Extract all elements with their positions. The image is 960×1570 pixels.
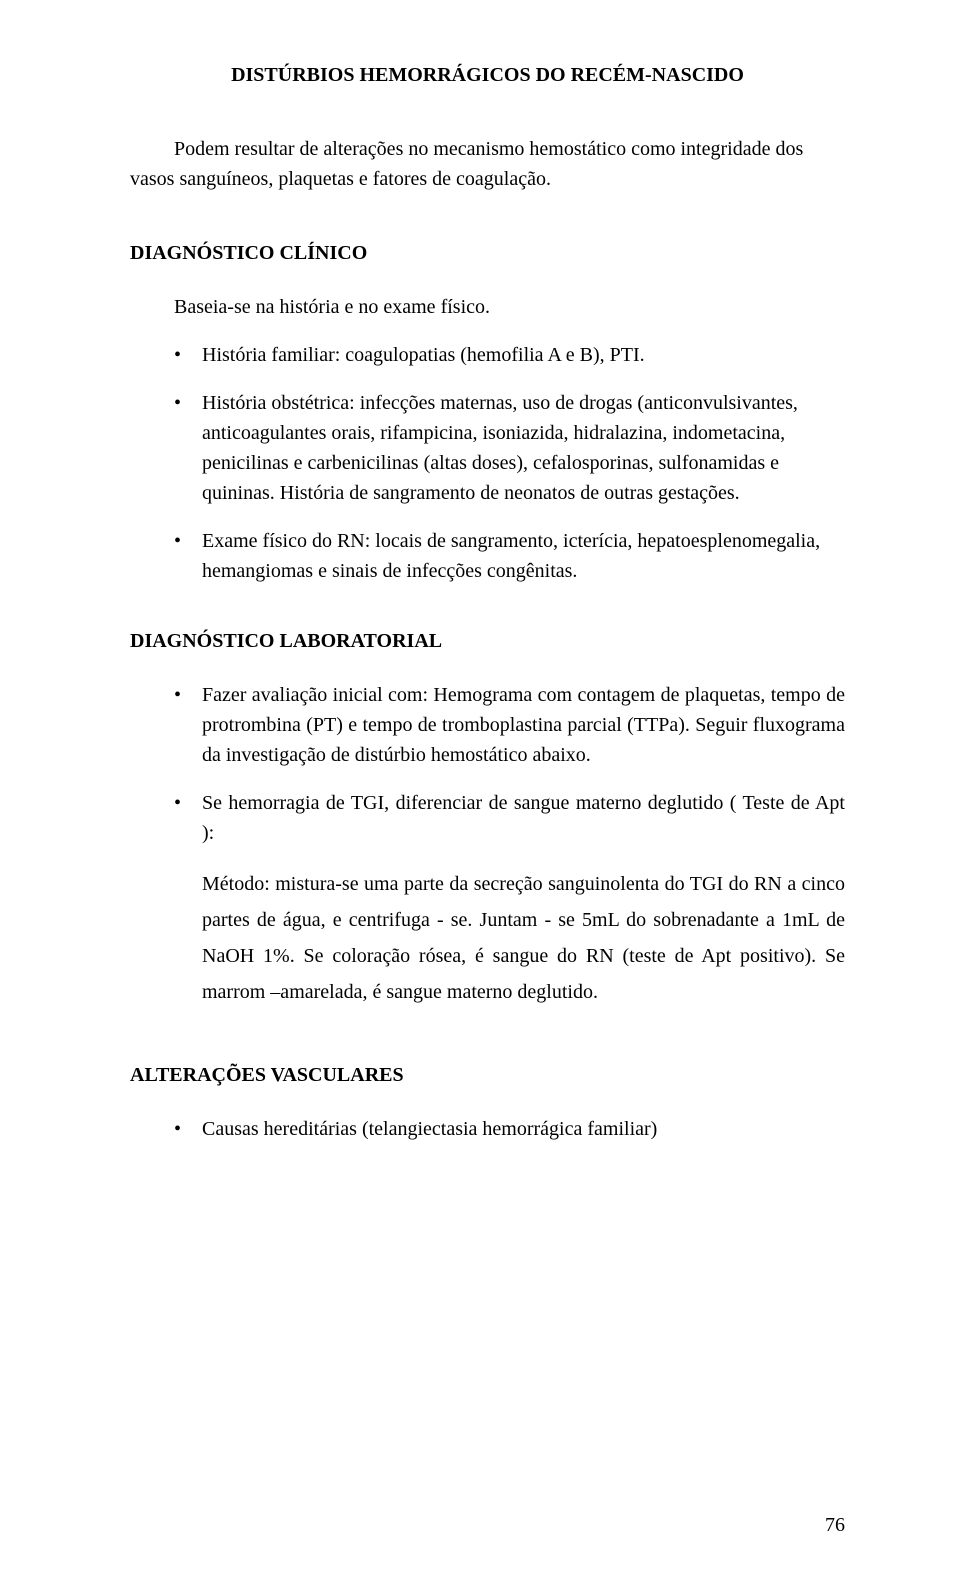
list-item: História familiar: coagulopatias (hemofi… [174,340,845,370]
clinical-list: História familiar: coagulopatias (hemofi… [174,340,845,586]
section-heading-vascular: ALTERAÇÕES VASCULARES [130,1060,845,1090]
vascular-list: Causas hereditárias (telangiectasia hemo… [174,1114,845,1144]
intro-paragraph: Podem resultar de alterações no mecanism… [130,134,845,194]
lab-list: Fazer avaliação inicial com: Hemograma c… [174,680,845,848]
list-item: Exame físico do RN: locais de sangrament… [174,526,845,586]
method-paragraph: Método: mistura-se uma parte da secreção… [202,866,845,1010]
page-title: DISTÚRBIOS HEMORRÁGICOS DO RECÉM-NASCIDO [130,60,845,90]
list-item: Fazer avaliação inicial com: Hemograma c… [174,680,845,770]
list-item: Causas hereditárias (telangiectasia hemo… [174,1114,845,1144]
list-item: História obstétrica: infecções maternas,… [174,388,845,508]
page-number: 76 [825,1510,845,1540]
list-item: Se hemorragia de TGI, diferenciar de san… [174,788,845,848]
clinical-lead-text: Baseia-se na história e no exame físico. [130,292,845,322]
section-heading-lab: DIAGNÓSTICO LABORATORIAL [130,626,845,656]
section-heading-clinical: DIAGNÓSTICO CLÍNICO [130,238,845,268]
